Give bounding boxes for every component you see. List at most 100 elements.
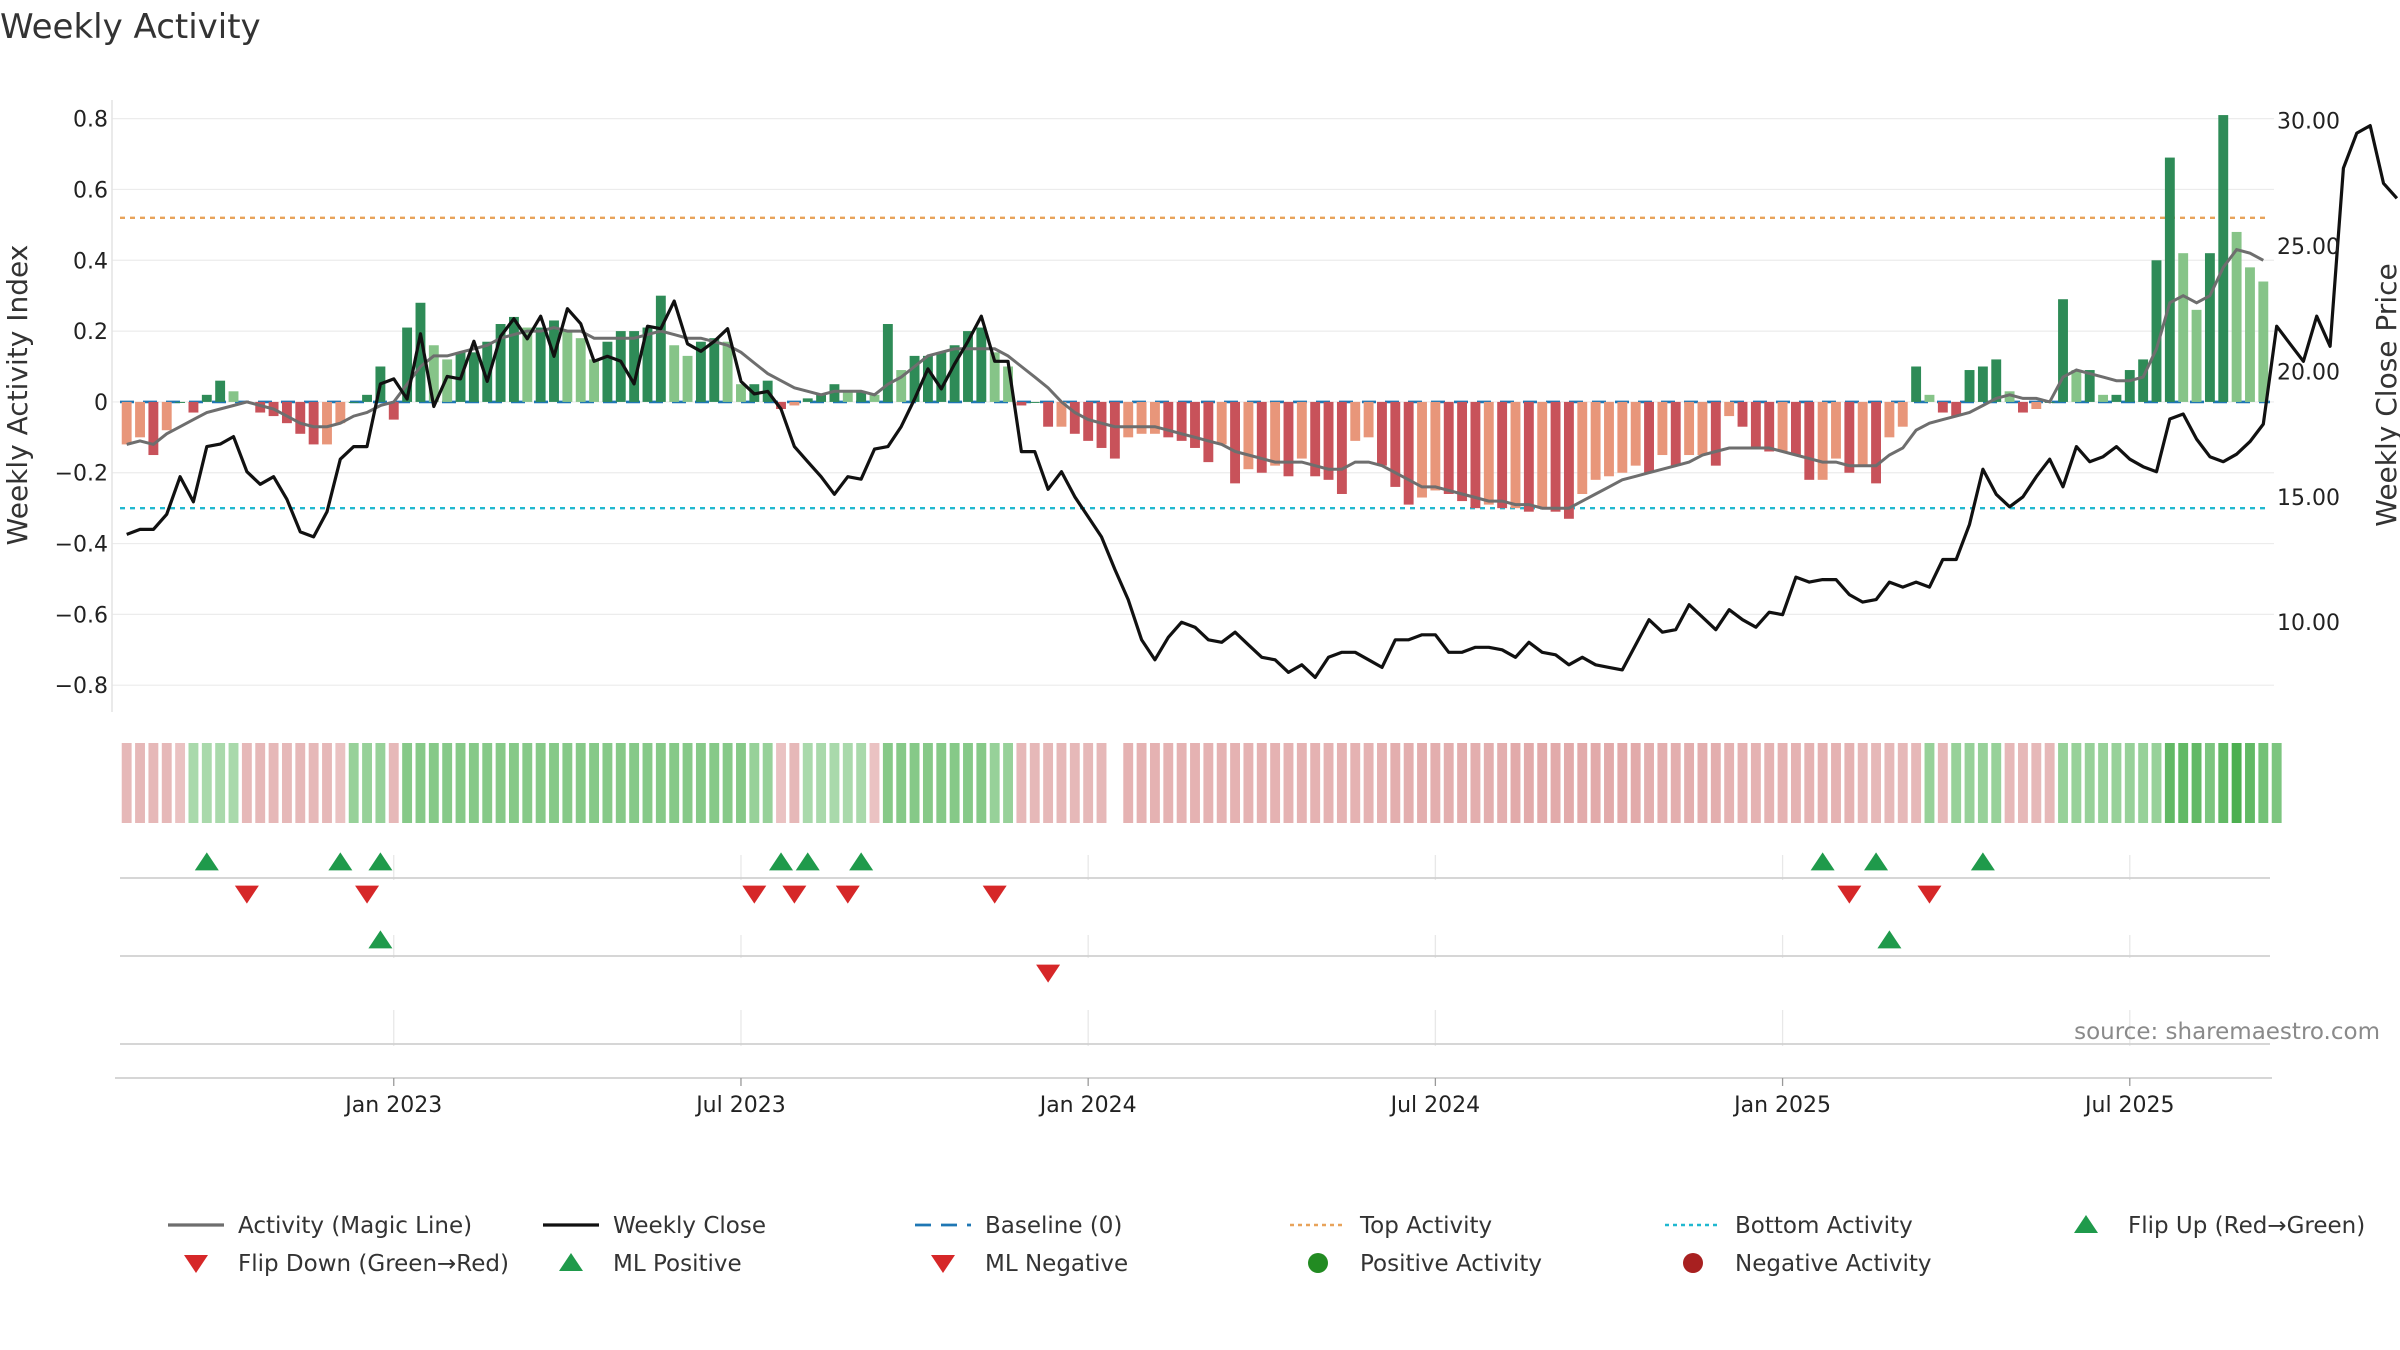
activity-bar bbox=[736, 384, 746, 402]
heat-strip-cell bbox=[1310, 743, 1321, 823]
heat-strip-cell bbox=[402, 743, 413, 823]
flip-up-marker bbox=[328, 852, 353, 871]
heat-strip-cell bbox=[375, 743, 386, 823]
heat-strip-cell bbox=[1871, 743, 1881, 823]
heat-strip-cell bbox=[442, 743, 453, 823]
heat-strip-cell bbox=[1644, 743, 1654, 823]
heat-strip-cell bbox=[549, 743, 559, 823]
heat-strip-cell bbox=[1884, 743, 1895, 823]
heat-strip-cell bbox=[722, 743, 733, 823]
flip-down-marker bbox=[355, 885, 380, 904]
y2-tick-label: 15.00 bbox=[2277, 486, 2340, 511]
heat-strip-cell bbox=[989, 743, 1000, 823]
y2-tick-label: 25.00 bbox=[2277, 235, 2340, 260]
heat-strip-cell bbox=[2058, 743, 2068, 823]
heat-strip-cell bbox=[1016, 743, 1027, 823]
heat-strip-cell bbox=[1043, 743, 1054, 823]
heat-strip-cell bbox=[1230, 743, 1241, 823]
flip-up-marker bbox=[194, 852, 219, 871]
heat-strip-cell bbox=[1563, 743, 1574, 823]
heat-strip-cell bbox=[1323, 743, 1334, 823]
activity-bar bbox=[2058, 299, 2068, 402]
activity-bar bbox=[468, 352, 479, 402]
heat-strip-cell bbox=[615, 743, 626, 823]
legend-item: ML Positive bbox=[559, 1251, 742, 1277]
activity-bar bbox=[1523, 401, 1534, 512]
heat-strip-cell bbox=[1096, 743, 1107, 823]
heat-strip-cell bbox=[1056, 743, 1067, 823]
heat-strip-cell bbox=[762, 743, 773, 823]
activity-bar bbox=[1991, 359, 2002, 402]
activity-bar bbox=[869, 394, 880, 402]
activity-bar bbox=[989, 352, 1000, 402]
line-series bbox=[126, 123, 2399, 680]
flip-up-marker bbox=[1970, 852, 1995, 871]
activity-bar bbox=[1283, 401, 1294, 477]
activity-bar bbox=[2084, 370, 2095, 402]
legend-label: Top Activity bbox=[1359, 1213, 1492, 1239]
activity-bar bbox=[1510, 401, 1521, 509]
heat-strip-cell bbox=[655, 743, 666, 823]
heat-strip-cell bbox=[121, 743, 132, 823]
y-tick-label: 0.6 bbox=[73, 178, 108, 203]
activity-bar bbox=[1003, 366, 1013, 402]
flip-up-marker bbox=[1810, 852, 1835, 871]
heat-strip-cell bbox=[1190, 743, 1200, 823]
y2-tick-label: 20.00 bbox=[2277, 360, 2340, 385]
heat-strip-cell bbox=[2071, 743, 2082, 823]
activity-bar bbox=[949, 345, 960, 402]
activity-bar bbox=[549, 320, 559, 402]
activity-bar bbox=[1884, 401, 1895, 438]
heat-strip-cell bbox=[1123, 743, 1134, 823]
activity-bars bbox=[121, 115, 2269, 519]
activity-bar bbox=[1937, 401, 1948, 413]
heat-strip-cell bbox=[1911, 743, 1922, 823]
legend-label: ML Positive bbox=[613, 1251, 742, 1277]
activity-bar bbox=[1243, 401, 1254, 470]
activity-bar bbox=[2231, 231, 2242, 402]
heat-strip-cell bbox=[789, 743, 800, 823]
flip-up-marker bbox=[1864, 852, 1889, 871]
legend-label: Weekly Close bbox=[613, 1213, 766, 1239]
heat-strip-cell bbox=[2231, 743, 2242, 823]
legend-label: Bottom Activity bbox=[1735, 1213, 1913, 1239]
heat-strip-cell bbox=[1296, 743, 1307, 823]
activity-bar bbox=[1029, 401, 1040, 403]
heat-strip-cell bbox=[455, 743, 466, 823]
heat-strip-cell bbox=[2098, 743, 2109, 823]
y-tick-label: −0.2 bbox=[55, 462, 108, 487]
heat-strip-cell bbox=[228, 743, 239, 823]
legend-label: Flip Down (Green→Red) bbox=[238, 1251, 509, 1277]
heat-strip-cell bbox=[749, 743, 760, 823]
activity-bar bbox=[402, 327, 413, 402]
heat-strip-cell bbox=[2111, 743, 2122, 823]
heat-strip-cell bbox=[175, 743, 186, 823]
legend-down-triangle-icon bbox=[931, 1255, 955, 1273]
activity-bar bbox=[215, 380, 226, 402]
activity-bar bbox=[281, 401, 292, 424]
activity-bar bbox=[2191, 309, 2202, 402]
heat-strip-cell bbox=[509, 743, 519, 823]
activity-bar bbox=[295, 401, 306, 434]
activity-bar bbox=[1430, 401, 1441, 491]
activity-bar bbox=[1831, 401, 1841, 459]
activity-bar bbox=[2098, 394, 2109, 402]
activity-bar bbox=[2031, 401, 2042, 409]
activity-bar bbox=[1977, 366, 1988, 402]
heat-strip-cell bbox=[802, 743, 813, 823]
heat-strip-cell bbox=[215, 743, 226, 823]
heat-strip-cell bbox=[1176, 743, 1187, 823]
activity-bar bbox=[1657, 401, 1668, 456]
legend-item: Weekly Close bbox=[543, 1213, 766, 1239]
activity-bar bbox=[1336, 401, 1347, 494]
legend-label: Baseline (0) bbox=[985, 1213, 1122, 1239]
heat-strip-cell bbox=[776, 743, 786, 823]
heat-strip-cell bbox=[976, 743, 987, 823]
legend-down-triangle-icon bbox=[184, 1255, 208, 1273]
source-note: source: sharemaestro.com bbox=[2074, 1019, 2380, 1045]
legend-item: ML Negative bbox=[931, 1251, 1128, 1277]
activity-bar bbox=[135, 401, 145, 438]
heat-strip-cell bbox=[562, 743, 573, 823]
heat-strip-cell bbox=[1724, 743, 1735, 823]
